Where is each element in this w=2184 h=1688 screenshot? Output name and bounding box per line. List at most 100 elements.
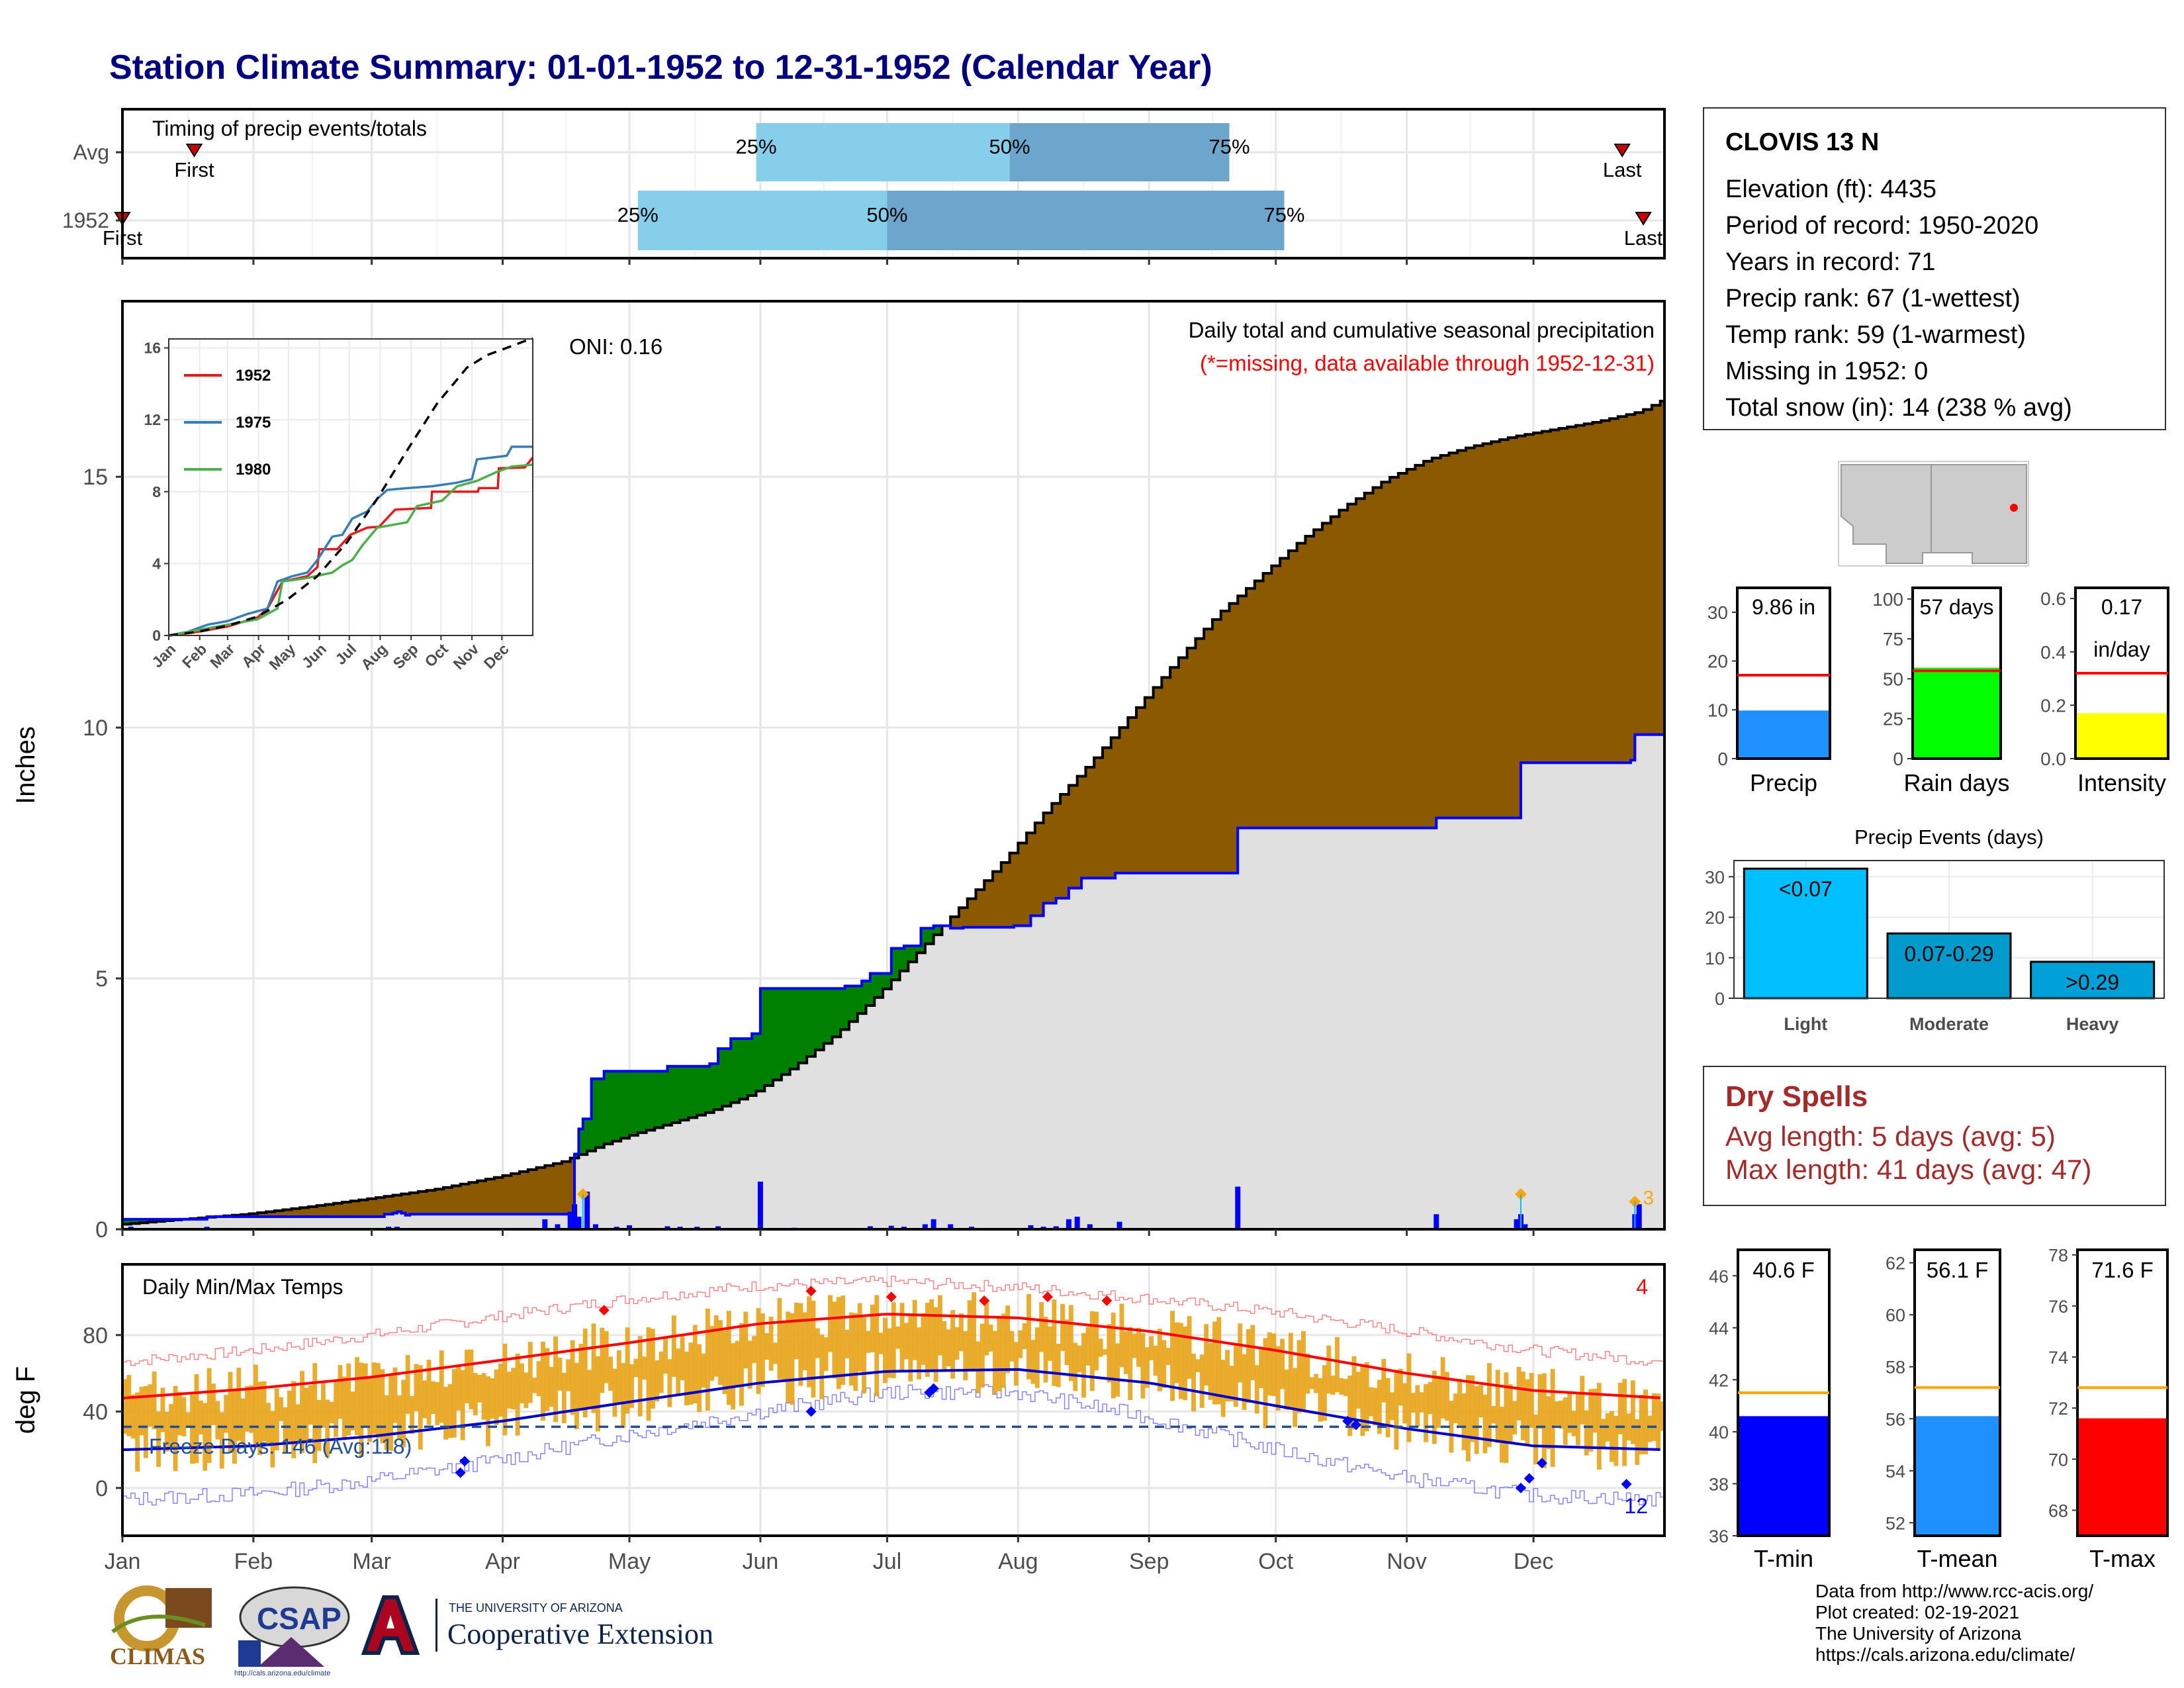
daily-temp-range-bar bbox=[376, 1363, 381, 1438]
precip-departure-fill bbox=[1204, 629, 1209, 873]
precip-departure-fill bbox=[790, 988, 795, 1069]
inset-border bbox=[168, 338, 533, 636]
credit-university: The University of Arizona bbox=[1815, 1623, 2022, 1644]
precip-departure-fill bbox=[1128, 718, 1133, 873]
gauge-frame bbox=[1911, 586, 2002, 760]
precip-departure-fill bbox=[1546, 431, 1551, 763]
temp-gauge-T-mean: 52 54 56 58 60 62 56.1 F T-mean bbox=[1886, 1248, 2001, 1572]
gauge-value-bar bbox=[1737, 710, 1830, 759]
precip-departure-fill bbox=[431, 1190, 435, 1215]
daily-temp-range-bar bbox=[316, 1399, 322, 1451]
daily-temp-range-bar bbox=[1546, 1396, 1551, 1450]
daily-temp-range-bar bbox=[731, 1343, 736, 1410]
daily-temp-range-bar bbox=[997, 1317, 1002, 1391]
temp-gauge-y-tick-label: 44 bbox=[1709, 1319, 1729, 1338]
precip-departure-fill bbox=[456, 1186, 461, 1215]
precip-departure-fill bbox=[1335, 516, 1340, 828]
precip-daily-bar bbox=[542, 1219, 548, 1229]
daily-temp-range-bar bbox=[1592, 1388, 1598, 1433]
daily-temp-range-bar bbox=[1081, 1333, 1086, 1398]
precip-departure-fill bbox=[1305, 536, 1310, 828]
daily-temp-range-bar bbox=[177, 1391, 182, 1436]
precip-departure-fill bbox=[422, 1192, 428, 1215]
daily-temp-range-bar bbox=[1550, 1369, 1555, 1468]
daily-temp-range-bar bbox=[676, 1348, 681, 1395]
gauge-frame bbox=[1736, 586, 1831, 760]
daily-temp-range-bar bbox=[291, 1381, 296, 1458]
daily-temp-range-bar bbox=[566, 1359, 571, 1391]
precip-departure-fill bbox=[832, 988, 837, 1037]
daily-temp-range-bar bbox=[988, 1324, 993, 1352]
timing-label-50: 50% bbox=[866, 203, 907, 226]
precip-departure-fill bbox=[388, 1196, 394, 1215]
temp-gauge-y-tick-label: 68 bbox=[2048, 1501, 2068, 1521]
precip-departure-fill bbox=[498, 1177, 504, 1215]
precip-departure-fill bbox=[756, 1033, 761, 1092]
temp-gauge-value-bar bbox=[2077, 1418, 2167, 1536]
daily-temp-range-bar bbox=[895, 1326, 901, 1349]
precip-departure-fill bbox=[1398, 473, 1403, 828]
precip-departure-fill bbox=[316, 1205, 322, 1217]
daily-temp-range-bar bbox=[1482, 1394, 1488, 1454]
precip-departure-fill bbox=[1486, 444, 1492, 818]
precip-departure-fill bbox=[836, 988, 841, 1037]
precip-departure-fill bbox=[287, 1209, 292, 1217]
daily-temp-range-bar bbox=[135, 1392, 140, 1472]
precip-departure-fill bbox=[308, 1206, 313, 1217]
daily-temp-range-bar bbox=[173, 1385, 178, 1472]
precip-departure-fill bbox=[1018, 843, 1023, 926]
daily-temp-range-bar bbox=[739, 1323, 744, 1406]
precip-departure-fill bbox=[764, 988, 770, 1086]
daily-temp-range-bar bbox=[1610, 1411, 1614, 1462]
daily-temp-range-bar bbox=[954, 1327, 960, 1360]
precip-departure-fill bbox=[380, 1197, 385, 1217]
daily-temp-range-bar bbox=[1520, 1371, 1525, 1440]
daily-temp-range-bar bbox=[1575, 1393, 1580, 1446]
temp-gauge-y-tick-label: 60 bbox=[1886, 1305, 1905, 1325]
precip-daily-bar bbox=[1116, 1221, 1122, 1229]
precip-y-tick-label: 15 bbox=[83, 465, 108, 490]
precip-departure-fill bbox=[798, 988, 803, 1063]
daily-temp-range-bar bbox=[219, 1412, 224, 1469]
daily-temp-range-bar bbox=[883, 1317, 887, 1383]
precip-departure-fill bbox=[1436, 457, 1441, 818]
daily-temp-range-bar bbox=[1635, 1419, 1640, 1465]
location-map bbox=[1838, 461, 2029, 567]
precip-departure-fill bbox=[257, 1212, 263, 1217]
precip-departure-fill bbox=[439, 1189, 444, 1215]
dry-spells-avg: Avg length: 5 days (avg: 5) bbox=[1725, 1121, 2056, 1152]
daily-temp-range-bar bbox=[236, 1368, 242, 1441]
precip-departure-fill bbox=[1470, 447, 1475, 818]
daily-temp-range-bar bbox=[701, 1353, 706, 1388]
events-y-tick-label: 0 bbox=[1715, 989, 1725, 1009]
precip-departure-fill bbox=[384, 1196, 389, 1215]
daily-temp-range-bar bbox=[355, 1357, 359, 1436]
precip-departure-fill bbox=[692, 1066, 698, 1118]
gauge-intensity: 0.0 0.2 0.4 0.6 0.17 in/day Intensity bbox=[2040, 586, 2169, 796]
daily-temp-range-bar bbox=[346, 1363, 351, 1436]
credit-plot-created: Plot created: 02-19-2021 bbox=[1815, 1602, 2020, 1622]
timing-label-25: 25% bbox=[617, 203, 659, 226]
daily-temp-range-bar bbox=[993, 1331, 997, 1394]
station-precip-rank: Precip rank: 67 (1-wettest) bbox=[1725, 285, 2021, 312]
precip-departure-fill bbox=[1381, 482, 1387, 828]
precip-departure-fill bbox=[460, 1184, 465, 1215]
precip-departure-fill bbox=[1500, 440, 1505, 818]
precip-departure-fill bbox=[671, 1066, 676, 1123]
precip-daily-bar bbox=[1433, 1214, 1439, 1229]
precip-departure-fill bbox=[650, 1071, 655, 1131]
gauge-y-tick-label: 50 bbox=[1883, 669, 1903, 689]
precip-departure-fill bbox=[1415, 465, 1420, 828]
daily-temp-range-bar bbox=[1651, 1393, 1657, 1441]
daily-temp-range-bar bbox=[465, 1349, 469, 1403]
month-label: May bbox=[608, 1549, 651, 1574]
daily-temp-range-bar bbox=[418, 1365, 423, 1450]
daily-temp-range-bar bbox=[781, 1320, 786, 1382]
daily-temp-range-bar bbox=[1347, 1376, 1353, 1436]
daily-temp-range-bar bbox=[122, 1379, 127, 1434]
timing-bar-q1 bbox=[637, 191, 887, 250]
daily-temp-range-bar bbox=[600, 1327, 605, 1393]
daily-temp-range-bar bbox=[253, 1364, 258, 1448]
precip-departure-fill bbox=[1394, 477, 1399, 828]
precip-departure-fill bbox=[1559, 428, 1564, 763]
